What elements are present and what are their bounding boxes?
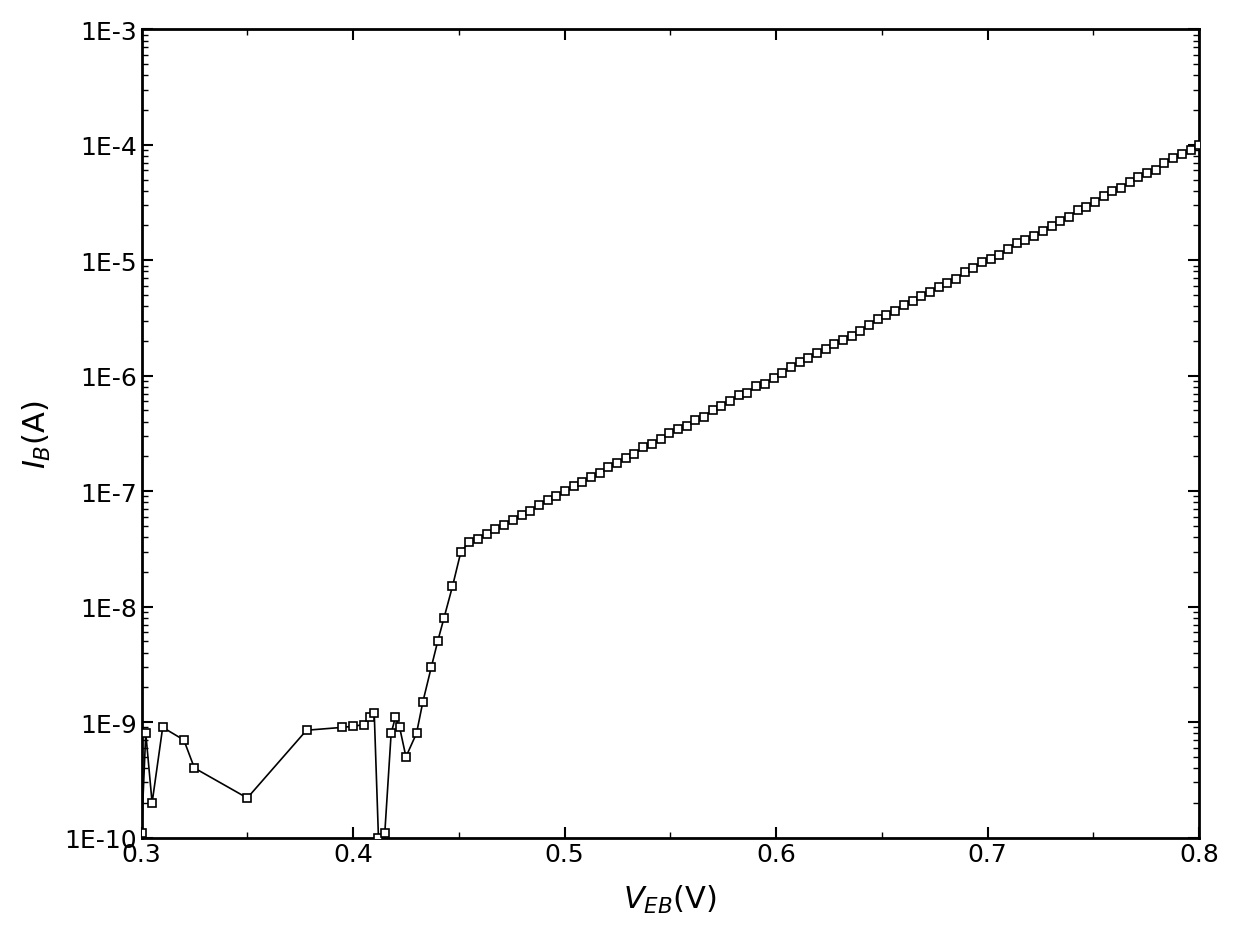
Y-axis label: $I_B$(A): $I_B$(A) bbox=[21, 400, 53, 468]
X-axis label: $V_{EB}$(V): $V_{EB}$(V) bbox=[624, 884, 717, 915]
